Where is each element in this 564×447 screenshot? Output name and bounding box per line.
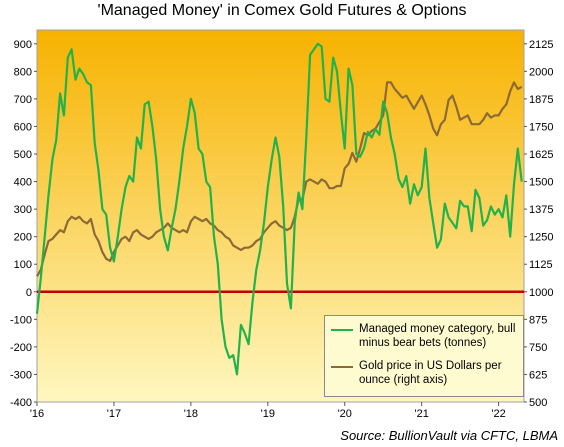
legend-item-net-position: Managed money category, bull minus bear …: [331, 322, 519, 350]
y-right-tick-label: 2125: [529, 39, 553, 51]
y-left-tick-label: 300: [14, 204, 32, 216]
y-left-tick-label: 0: [26, 287, 32, 299]
legend-label-gold-price: Gold price in US Dollars per ounce (righ…: [359, 360, 502, 386]
y-left-tick-label: 600: [14, 121, 32, 133]
y-left-tick-label: -100: [10, 314, 32, 326]
y-right-tick-label: 2000: [529, 66, 553, 78]
y-right-tick-label: 1500: [529, 177, 553, 189]
y-right-tick-label: 1875: [529, 94, 553, 106]
series-layer: [35, 42, 523, 376]
y-left-tick-label: -300: [10, 369, 32, 381]
y-right-tick-label: 625: [529, 369, 547, 381]
legend-swatch-net-position: [331, 329, 353, 331]
chart-title: 'Managed Money' in Comex Gold Futures & …: [97, 2, 467, 19]
legend: Managed money category, bull minus bear …: [324, 315, 524, 397]
y-right-tick-label: 1000: [529, 287, 553, 299]
y-right-tick-label: 875: [529, 314, 547, 326]
y-left-tick-label: 800: [14, 66, 32, 78]
legend-swatch-gold-price: [331, 366, 353, 368]
x-tick-label: '22: [491, 408, 505, 420]
y-left-tick-label: 500: [14, 149, 32, 161]
y-left-tick-label: 400: [14, 177, 32, 189]
y-right-tick-label: 750: [529, 342, 547, 354]
y-left-tick-label: 700: [14, 94, 32, 106]
y-left-tick-label: -400: [10, 397, 32, 409]
x-tick-label: '21: [415, 408, 429, 420]
x-tick-label: '17: [107, 408, 121, 420]
x-tick-label: '18: [184, 408, 198, 420]
x-tick-label: '19: [261, 408, 275, 420]
net-position-line: [35, 42, 523, 376]
legend-label-net-position: Managed money category, bull minus bear …: [359, 323, 516, 349]
y-left-tick-label: 200: [14, 232, 32, 244]
y-right-tick-label: 1750: [529, 121, 553, 133]
y-left-tick-label: -200: [10, 342, 32, 354]
y-right-tick-label: 1125: [529, 259, 553, 271]
legend-item-gold-price: Gold price in US Dollars per ounce (righ…: [331, 359, 519, 387]
y-right-tick-label: 1250: [529, 232, 553, 244]
y-left-tick-label: 100: [14, 259, 32, 271]
gold-price-line: [36, 81, 523, 277]
x-tick-label: '16: [30, 408, 44, 420]
y-right-tick-label: 1375: [529, 204, 553, 216]
axis-ticks: 9008007006005004003002001000-100-200-300…: [10, 39, 554, 420]
source-note: Source: BullionVault via CFTC, LBMA: [340, 428, 558, 443]
y-left-tick-label: 900: [14, 39, 32, 51]
y-right-tick-label: 500: [529, 397, 547, 409]
x-tick-label: '20: [338, 408, 352, 420]
y-right-tick-label: 1625: [529, 149, 553, 161]
